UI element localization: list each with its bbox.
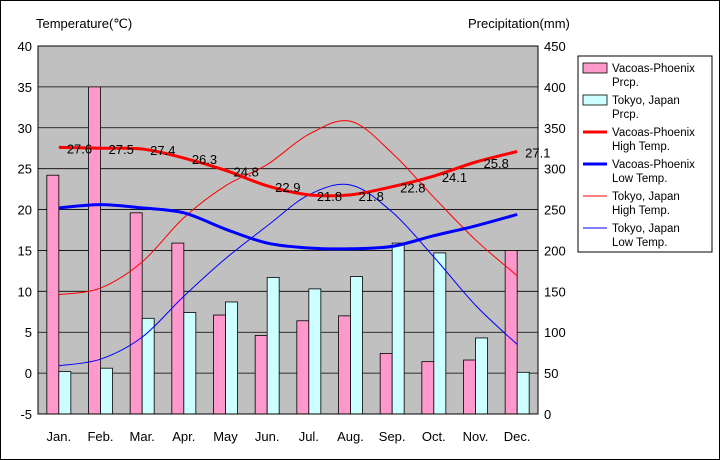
right-tick-label: 100 xyxy=(544,325,566,340)
right-axis-ticks: 0 50 100 150 200 250 300 350 400 450 xyxy=(544,39,566,422)
legend-label: Tokyo, Japan Low Temp. xyxy=(612,223,680,249)
right-tick-label: 300 xyxy=(544,162,566,177)
left-tick-label: 30 xyxy=(18,121,32,136)
right-tick-label: 350 xyxy=(544,121,566,136)
bar xyxy=(225,301,238,415)
x-tick-label: Nov. xyxy=(463,429,489,444)
bar xyxy=(100,367,113,415)
data-label: 22.8 xyxy=(400,181,425,196)
legend-label: Vacoas-Phoenix Low Temp. xyxy=(612,159,695,185)
right-tick-label: 450 xyxy=(544,39,566,54)
left-tick-label: 25 xyxy=(18,162,32,177)
legend-swatch xyxy=(582,62,608,74)
data-label: 21.8 xyxy=(359,189,384,204)
bar xyxy=(516,371,530,415)
legend-label: Tokyo, Japan Prcp. xyxy=(612,95,680,121)
bar xyxy=(421,361,435,415)
x-tick-label: Feb. xyxy=(87,429,113,444)
left-tick-label: 40 xyxy=(18,39,32,54)
legend-label: Vacoas-Phoenix Prcp. xyxy=(612,63,695,89)
left-tick-label: 35 xyxy=(18,80,32,95)
x-tick-label: Oct. xyxy=(422,429,446,444)
bar xyxy=(433,252,447,415)
bar xyxy=(129,212,143,415)
right-tick-label: 250 xyxy=(544,203,566,218)
legend-swatch xyxy=(582,94,608,106)
left-tick-label: 10 xyxy=(18,284,32,299)
data-label: 21.8 xyxy=(317,189,342,204)
left-tick-label: 20 xyxy=(18,203,32,218)
series-line xyxy=(58,145,518,198)
bar-series-group xyxy=(46,86,530,415)
left-tick-label: 15 xyxy=(18,243,32,258)
right-tick-label: 150 xyxy=(544,284,566,299)
x-tick-label: Jun. xyxy=(255,429,280,444)
data-labels: 27.6 27.5 27.4 26.3 24.8 22.9 21.8 21.8 22.8 24.1… xyxy=(67,141,551,203)
data-label: 27.5 xyxy=(109,142,134,157)
bar xyxy=(183,312,197,415)
data-label: 24.8 xyxy=(234,164,259,179)
x-tick-label: Mar. xyxy=(130,429,155,444)
bar xyxy=(254,335,268,415)
data-label: 26.3 xyxy=(192,152,217,167)
legend: Vacoas-Phoenix Prcp. Tokyo, Japan Prcp. Vaco… xyxy=(577,55,713,253)
x-tick-label: Jul. xyxy=(299,429,319,444)
series-line xyxy=(58,120,518,296)
legend-box xyxy=(577,55,713,253)
right-tick-label: 0 xyxy=(544,407,551,422)
bar xyxy=(475,337,488,415)
data-label: 27.4 xyxy=(150,143,175,158)
right-tick-label: 200 xyxy=(544,243,566,258)
bar xyxy=(88,86,101,415)
x-tick-label: Jan. xyxy=(47,429,72,444)
x-tick-label: Sep. xyxy=(379,429,406,444)
legend-label: Vacoas-Phoenix High Temp. xyxy=(612,127,695,153)
bar xyxy=(171,242,185,415)
bar xyxy=(46,174,60,415)
bar xyxy=(391,242,405,415)
bar xyxy=(338,315,351,415)
left-axis-title: Temperature(℃) xyxy=(36,16,132,31)
bar xyxy=(58,371,72,415)
bar xyxy=(379,353,393,415)
plot-border xyxy=(37,45,539,415)
right-axis-title: Precipitation(mm) xyxy=(468,16,570,31)
series-line xyxy=(58,183,518,367)
data-label: 27.6 xyxy=(67,141,92,156)
series-line xyxy=(58,203,518,251)
bar xyxy=(308,288,322,415)
bar xyxy=(504,250,518,415)
bar xyxy=(463,359,476,415)
right-tick-label: 400 xyxy=(544,80,566,95)
x-tick-label: May xyxy=(213,429,238,444)
x-tick-label: Dec. xyxy=(504,429,531,444)
x-tick-label: Apr. xyxy=(172,429,195,444)
data-label: 25.8 xyxy=(484,156,509,171)
left-tick-label: 0 xyxy=(25,366,32,381)
legend-label: Tokyo, Japan High Temp. xyxy=(612,191,680,217)
bar xyxy=(213,314,226,415)
left-axis-ticks: -5 0 5 10 15 20 25 30 35 40 xyxy=(18,39,32,422)
x-axis-ticks: Jan. Feb. Mar. Apr. May Jun. Jul. Aug. Sep. Oct. N… xyxy=(47,429,531,444)
data-label: 22.9 xyxy=(275,180,300,195)
bar xyxy=(350,276,363,415)
right-tick-label: 50 xyxy=(544,366,558,381)
left-tick-label: 5 xyxy=(25,325,32,340)
line-series-group xyxy=(58,120,518,367)
bar xyxy=(296,320,310,415)
bar xyxy=(266,277,280,415)
x-tick-label: Aug. xyxy=(337,429,364,444)
data-label: 24.1 xyxy=(442,170,467,185)
left-tick-label: -5 xyxy=(20,407,32,422)
